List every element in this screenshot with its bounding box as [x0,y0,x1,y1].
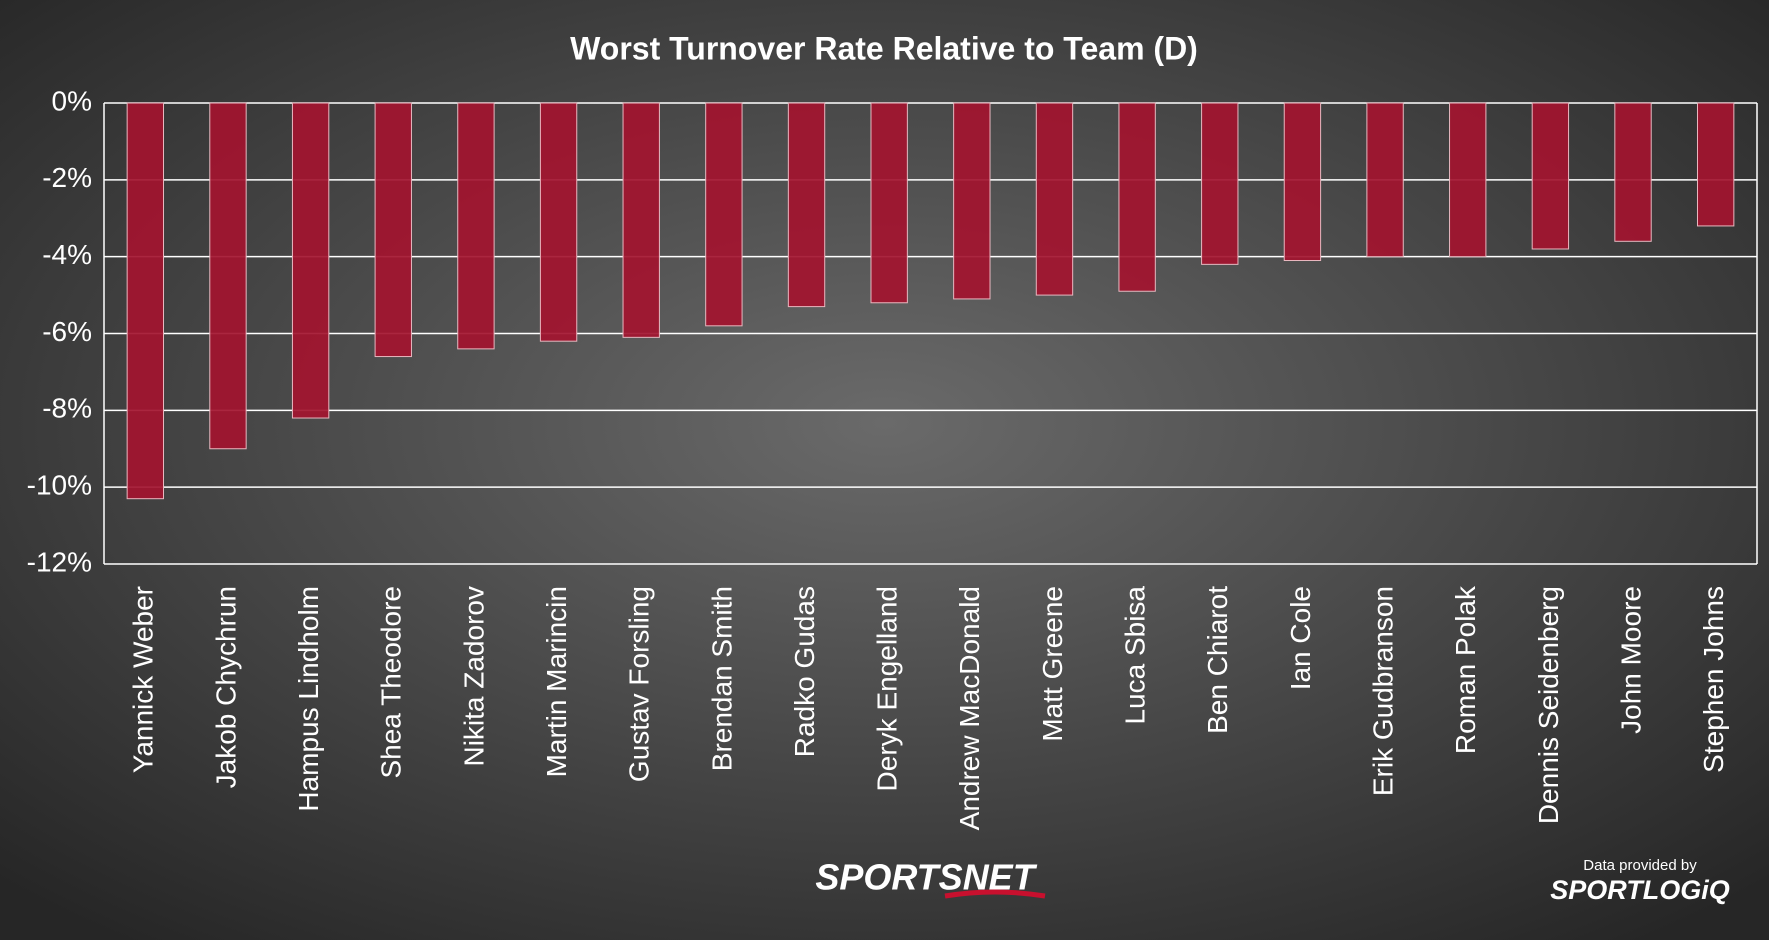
y-tick-label: -4% [42,239,92,270]
bar [870,102,908,304]
bar [953,102,991,300]
bar [209,102,247,450]
x-tick-label: Roman Polak [1450,585,1481,754]
x-tick-label: John Moore [1615,586,1646,734]
x-tick-label: Nikita Zadorov [458,586,489,767]
bar [539,102,578,342]
x-tick-label: Brendan Smith [706,586,737,771]
bar [1201,102,1239,265]
bar [1614,102,1652,242]
bar [126,102,165,500]
bar [1696,102,1735,227]
y-tick-label: -12% [27,546,92,577]
logo-swoosh [944,889,1046,899]
bar [1118,102,1156,292]
x-tick-label: Ian Cole [1285,586,1316,690]
sportlogiq-logo: SPORTLOGiQ [1550,875,1730,905]
x-tick-label: Hampus Lindholm [293,586,324,812]
bar [622,102,660,338]
x-tick-label: Andrew MacDonald [954,586,985,830]
bar [1449,102,1487,258]
x-tick-label: Matt Greene [1037,586,1068,742]
bar [787,102,826,308]
bar [457,102,495,350]
credit-text: Data provided by [1583,857,1697,874]
y-tick-label: -6% [42,316,92,347]
y-tick-label: 0% [52,85,92,116]
bar [1366,102,1404,258]
x-tick-label: Luca Sbisa [1120,586,1151,725]
y-tick-label: -8% [42,393,92,424]
bar [1283,102,1322,262]
bar [374,102,412,358]
x-tick-label: Ben Chiarot [1202,586,1233,734]
bar [1531,102,1570,250]
x-tick-label: Yannick Weber [128,586,159,773]
x-tick-label: Erik Gudbranson [1367,586,1398,796]
x-tick-label: Dennis Seidenberg [1533,586,1564,824]
x-tick-label: Shea Theodore [376,586,407,779]
x-tick-label: Jakob Chychrun [210,586,241,788]
chart-title: Worst Turnover Rate Relative to Team (D) [570,30,1198,66]
bar [1035,102,1074,296]
bar [705,102,743,327]
x-tick-label: Stephen Johns [1698,586,1729,773]
y-tick-label: -10% [27,470,92,501]
x-tick-label: Deryk Engelland [872,586,903,791]
x-tick-label: Martin Marincin [541,586,572,777]
bar [291,102,330,419]
y-tick-label: -2% [42,162,92,193]
x-tick-label: Gustav Forsling [624,586,655,782]
x-tick-label: Radko Gudas [789,586,820,757]
